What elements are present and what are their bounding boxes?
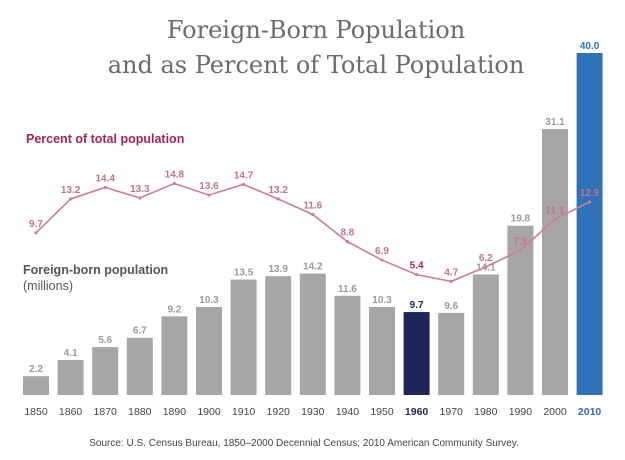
percent-label-1980: 6.2 (479, 253, 493, 264)
percent-label-1990: 7.9 (513, 236, 527, 247)
bar-label-1930: 14.2 (303, 262, 323, 273)
bar-label-1970: 9.6 (444, 301, 458, 312)
bar-label-1950: 10.3 (372, 295, 392, 306)
line-series-label: Percent of total population (26, 132, 184, 146)
percent-label-1960: 5.4 (410, 261, 424, 272)
bar-series-label: Foreign-born population (23, 263, 168, 277)
bar-label-1920: 13.9 (268, 264, 288, 275)
bar-label-2010: 40.0 (580, 41, 600, 52)
percent-label-1900: 13.6 (199, 181, 219, 192)
bar-label-1910: 13.5 (234, 268, 254, 279)
percent-point-2000 (553, 217, 557, 221)
percent-point-1900 (207, 193, 211, 197)
source-note: Source: U.S. Census Bureau, 1850–2000 De… (89, 438, 519, 449)
percent-label-1910: 14.7 (234, 170, 254, 181)
percent-point-1870 (103, 185, 107, 189)
percent-label-1920: 13.2 (268, 185, 288, 196)
bar-label-1860: 4.1 (64, 348, 78, 359)
bar-2010 (576, 53, 603, 395)
percent-label-1950: 6.9 (375, 246, 389, 257)
bar-2000 (542, 129, 568, 395)
percent-point-1850 (34, 231, 38, 235)
percent-label-2010: 12.9 (580, 188, 600, 199)
bar-1980 (472, 274, 499, 395)
bar-1910 (230, 279, 257, 395)
x-tick-2000: 2000 (543, 406, 567, 418)
percent-point-1930 (311, 212, 315, 217)
x-tick-1990: 1990 (509, 406, 533, 418)
bar-1940 (334, 295, 361, 395)
bar-label-1850: 2.2 (29, 364, 43, 375)
x-tick-1870: 1870 (94, 406, 118, 418)
percent-point-1970 (449, 279, 453, 284)
percent-label-1880: 13.3 (130, 184, 150, 195)
percent-point-1880 (138, 196, 142, 200)
percent-point-1890 (172, 181, 176, 186)
x-tick-1920: 1920 (267, 406, 291, 418)
percent-label-1870: 14.4 (95, 173, 115, 184)
bar-label-1990: 19.8 (511, 214, 531, 225)
x-tick-1960: 1960 (405, 406, 429, 418)
x-tick-1970: 1970 (440, 406, 464, 418)
chart-title-line1: Foreign-Born Population (167, 16, 465, 44)
bar-label-2000: 31.1 (545, 117, 565, 128)
x-tick-1950: 1950 (370, 406, 394, 418)
percent-label-1970: 4.7 (444, 267, 458, 278)
x-tick-2010: 2010 (578, 406, 602, 418)
bar-1860 (57, 359, 84, 395)
percent-label-1940: 8.8 (340, 228, 354, 239)
bar-1890 (161, 316, 188, 395)
bar-1930 (299, 273, 326, 395)
percent-point-1990 (518, 248, 523, 252)
bar-label-1960: 9.7 (410, 300, 424, 311)
percent-label-2000: 11.1 (546, 205, 565, 216)
bar-label-1890: 9.2 (167, 304, 181, 315)
bar-1960 (403, 312, 430, 395)
bar-1920 (265, 276, 292, 395)
percent-label-1890: 14.8 (165, 169, 185, 180)
bars-group: 2.2 4.1 5.6 6.7 9.2 10.3 13.5 13.9 14.2 11.6 10.3 9… (23, 41, 603, 395)
percent-point-1860 (69, 197, 73, 201)
percent-label-1860: 13.2 (61, 185, 81, 196)
percent-point-1980 (484, 265, 488, 269)
x-tick-1880: 1880 (128, 406, 152, 418)
x-tick-1930: 1930 (301, 406, 325, 418)
x-tick-1890: 1890 (163, 406, 187, 418)
percent-point-1940 (345, 240, 349, 244)
bar-1970 (438, 312, 465, 395)
bar-label-1900: 10.3 (199, 295, 219, 306)
percent-point-1920 (276, 197, 280, 201)
bar-1850 (23, 376, 49, 395)
x-tick-1850: 1850 (24, 406, 48, 418)
chart-title-line2: and as Percent of Total Population (108, 51, 525, 79)
percent-label-1930: 11.6 (303, 200, 322, 211)
x-axis-ticks: 1850 1860 1870 1880 1890 1900 1910 1920 1930 1940… (24, 406, 601, 418)
x-tick-1860: 1860 (59, 406, 83, 418)
bar-1880 (126, 337, 153, 395)
x-tick-1940: 1940 (336, 406, 360, 418)
bar-1870 (92, 347, 119, 395)
x-tick-1980: 1980 (474, 406, 498, 418)
percent-point-1910 (242, 182, 246, 187)
percent-point-1950 (380, 258, 384, 262)
bar-label-1880: 6.7 (133, 326, 147, 337)
percent-line-group: 9.7 13.2 14.4 13.3 14.8 13.6 14.7 13.2 11.6 8.8 6.… (29, 169, 600, 284)
percent-label-1850: 9.7 (29, 219, 43, 230)
bar-label-1940: 11.6 (338, 284, 357, 295)
x-tick-1910: 1910 (232, 406, 256, 418)
bar-label-1870: 5.6 (98, 335, 112, 346)
percent-point-2010 (588, 200, 592, 204)
bar-1950 (369, 306, 395, 395)
x-tick-1900: 1900 (197, 406, 221, 418)
percent-point-1960 (415, 273, 419, 277)
bar-1900 (196, 306, 222, 395)
bar-series-units: (millions) (23, 279, 73, 293)
